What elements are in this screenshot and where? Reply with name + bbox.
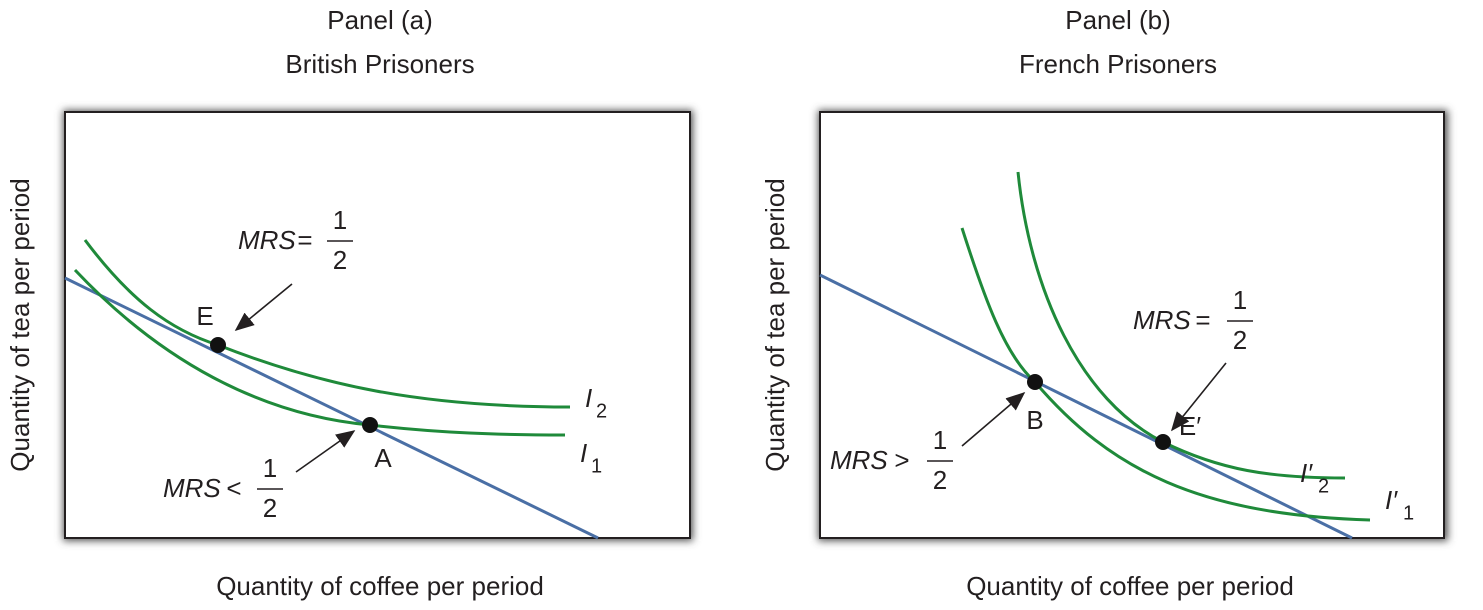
x-label: Quantity of coffee per period: [966, 571, 1294, 601]
budget-line: [64, 276, 599, 540]
x-label: Quantity of coffee per period: [216, 571, 544, 601]
point-label: E′: [1179, 411, 1201, 441]
denominator: 2: [333, 245, 347, 275]
y-label: Quantity of tea per period: [760, 178, 790, 471]
point-label: B: [1026, 405, 1043, 435]
panel-label: Panel (b): [1065, 5, 1171, 35]
curve-sub: 2: [596, 400, 607, 422]
y-label: Quantity of tea per period: [5, 178, 35, 471]
curve-sub: 1: [1403, 502, 1414, 524]
numerator: 1: [933, 425, 947, 455]
arrow: [1170, 362, 1227, 432]
budget-line: [819, 273, 1353, 540]
point: [210, 337, 226, 353]
point-label: A: [374, 443, 392, 473]
curve-label: I′: [1385, 485, 1398, 515]
denominator: 2: [933, 465, 947, 495]
curve-sub: 1: [591, 455, 602, 477]
curve-sub: 2: [1318, 475, 1329, 497]
annotation: MRS: [1133, 305, 1191, 335]
arrow: [295, 430, 356, 473]
plot-box: [819, 111, 1445, 539]
curve-label: I′: [1300, 458, 1313, 488]
curve-label: I: [585, 383, 592, 413]
numerator: 1: [1233, 285, 1247, 315]
numerator: 1: [333, 205, 347, 235]
relation: =: [297, 225, 312, 255]
denominator: 2: [263, 493, 277, 523]
point: [362, 417, 378, 433]
plot-box: [64, 111, 691, 539]
arrow: [961, 391, 1026, 447]
point-label: E: [196, 301, 213, 331]
indifference-curve: [1016, 171, 1346, 480]
annotation: MRS: [830, 445, 888, 475]
annotation: MRS: [238, 225, 296, 255]
arrow: [234, 283, 293, 332]
point: [1155, 434, 1171, 450]
panel-title: French Prisoners: [1019, 49, 1217, 79]
relation: <: [226, 473, 241, 503]
indifference-curve: [83, 239, 571, 409]
indifference-curve: [73, 268, 566, 437]
panel-title: British Prisoners: [285, 49, 474, 79]
indifference-curve: [960, 227, 1371, 522]
relation: >: [894, 445, 909, 475]
numerator: 1: [263, 453, 277, 483]
point: [1027, 374, 1043, 390]
annotation: MRS: [163, 473, 221, 503]
panel-b: Panel (b) French Prisoners Quantity of c…: [760, 5, 1448, 601]
denominator: 2: [1233, 325, 1247, 355]
panel-label: Panel (a): [327, 5, 433, 35]
panel-a: Panel (a) British Prisoners Quantity of …: [5, 5, 693, 601]
relation: =: [1195, 305, 1210, 335]
curve-label: I: [580, 438, 587, 468]
